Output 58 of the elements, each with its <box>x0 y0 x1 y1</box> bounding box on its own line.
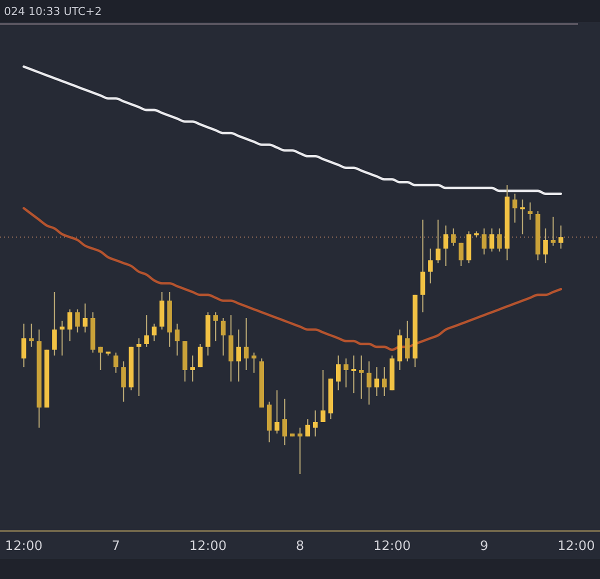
candlestick <box>82 302 88 334</box>
candlestick <box>543 228 548 264</box>
candlestick <box>550 216 556 246</box>
candlestick <box>282 398 288 446</box>
candlestick <box>121 360 126 402</box>
candlestick <box>60 320 65 356</box>
candlestick <box>320 369 326 423</box>
candlestick <box>420 219 426 313</box>
text: 024 10:33 UTC+2 <box>4 5 102 18</box>
candlestick <box>244 317 249 371</box>
candlestick <box>382 366 387 397</box>
candlestick <box>305 418 310 438</box>
candlestick <box>67 308 72 342</box>
candlestick <box>98 346 103 371</box>
candlestick <box>366 360 372 406</box>
candlestick <box>75 308 80 334</box>
candlestick <box>489 228 494 252</box>
x-tick-label: 12:00 <box>5 539 43 554</box>
candlestick <box>274 390 280 434</box>
candlestick <box>113 352 118 374</box>
candlestick <box>405 320 410 362</box>
candlestick <box>190 354 195 382</box>
x-tick-label: 9 <box>480 539 488 554</box>
candlestick <box>52 291 57 356</box>
candlestick <box>512 193 518 224</box>
candlestick <box>520 198 525 235</box>
candlestick <box>436 219 440 264</box>
candlestick <box>152 323 157 342</box>
candlestick <box>428 248 433 284</box>
candlestick <box>497 228 502 252</box>
candlestick <box>136 338 142 397</box>
candlestick <box>213 312 218 342</box>
candlestick <box>458 242 464 267</box>
candlestick <box>374 366 380 397</box>
candlestick <box>528 202 533 220</box>
candlestick <box>351 354 356 394</box>
candlestick <box>220 317 226 356</box>
candlestick <box>252 352 256 374</box>
candlestick <box>298 427 302 475</box>
candlestick <box>144 314 149 348</box>
candlestick <box>174 323 180 356</box>
x-tick-label: 7 <box>112 539 120 554</box>
candlestick <box>336 354 341 391</box>
x-tick-label: 8 <box>296 539 304 554</box>
candlestick <box>344 358 348 388</box>
candlestick <box>558 224 564 250</box>
candlestick <box>198 343 203 368</box>
x-tick-label: 12:00 <box>189 539 227 554</box>
x-tick-label: 12:00 <box>557 539 595 554</box>
candlestick <box>312 410 318 438</box>
candlestick <box>29 323 34 348</box>
candlestick <box>443 224 448 267</box>
candlestick <box>451 228 456 246</box>
candlestick <box>236 328 241 382</box>
candlestick <box>359 354 364 400</box>
x-tick-label: 12:00 <box>373 539 411 554</box>
candlestick <box>21 323 26 368</box>
candlestick <box>482 228 487 256</box>
